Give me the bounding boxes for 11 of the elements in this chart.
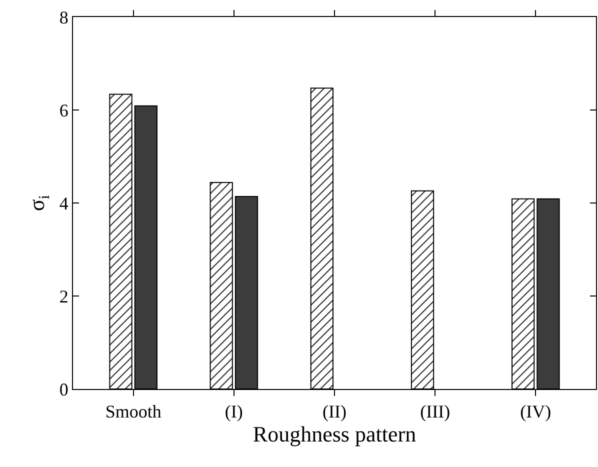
y-tick-label: 4 — [59, 193, 68, 214]
x-tick-label: (II) — [322, 402, 346, 422]
x-tick-label: (IV) — [520, 402, 552, 422]
y-tick-label: 8 — [59, 7, 68, 28]
x-tick-label: (I) — [224, 402, 243, 422]
x-tick-label: (III) — [420, 402, 450, 422]
x-tick-label: Smooth — [105, 402, 162, 422]
x-axis-title: Roughness pattern — [252, 422, 416, 447]
y-tick-label: 2 — [59, 286, 68, 306]
y-tick-label: 0 — [59, 379, 68, 400]
y-tick-label: 6 — [59, 100, 68, 120]
